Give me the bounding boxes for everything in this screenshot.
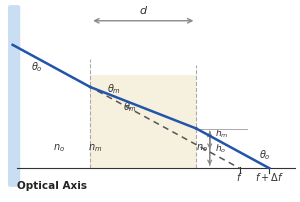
Text: $\theta_m$: $\theta_m$ (123, 100, 137, 114)
Text: $n_o$: $n_o$ (196, 142, 208, 154)
Text: $\theta_m$: $\theta_m$ (107, 82, 121, 96)
Text: $\theta_o$: $\theta_o$ (259, 148, 271, 162)
FancyBboxPatch shape (8, 5, 20, 187)
Text: $\theta_o$: $\theta_o$ (31, 60, 42, 74)
Text: Optical Axis: Optical Axis (17, 181, 87, 191)
Text: $h_m$: $h_m$ (215, 128, 229, 140)
Text: $f$: $f$ (236, 171, 243, 183)
Text: d: d (140, 6, 147, 16)
Text: $h_o$: $h_o$ (215, 142, 226, 155)
Text: $f+\Delta f$: $f+\Delta f$ (255, 171, 284, 183)
Bar (90, 75, 196, 168)
Text: $n_m$: $n_m$ (88, 142, 102, 154)
Text: $n_o$: $n_o$ (53, 142, 65, 154)
